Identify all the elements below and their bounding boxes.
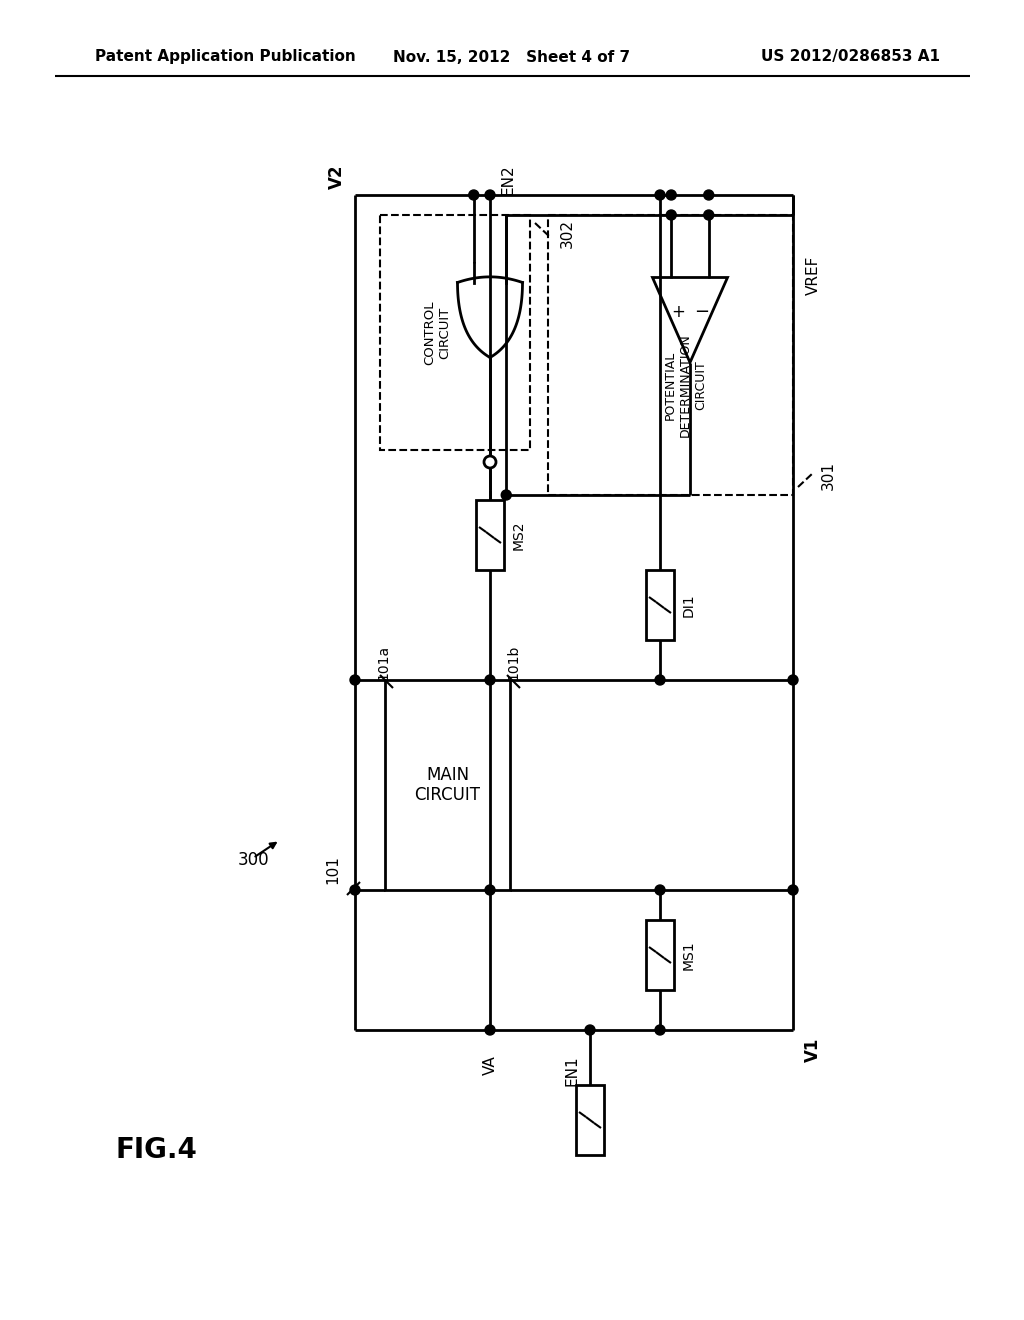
- Text: MS2: MS2: [512, 520, 526, 549]
- Text: +: +: [671, 304, 685, 321]
- Circle shape: [655, 884, 665, 895]
- Text: 301: 301: [821, 461, 836, 490]
- Text: −: −: [694, 304, 710, 321]
- Circle shape: [655, 1026, 665, 1035]
- Circle shape: [484, 455, 496, 469]
- Text: VA: VA: [482, 1055, 498, 1074]
- Circle shape: [485, 884, 495, 895]
- Text: Nov. 15, 2012   Sheet 4 of 7: Nov. 15, 2012 Sheet 4 of 7: [393, 49, 631, 65]
- Circle shape: [667, 210, 676, 220]
- Circle shape: [703, 190, 714, 201]
- Bar: [575, 1085, 604, 1155]
- Circle shape: [667, 190, 676, 201]
- Circle shape: [485, 1026, 495, 1035]
- Circle shape: [788, 675, 798, 685]
- Text: EN1: EN1: [564, 1055, 580, 1085]
- Text: MAIN
CIRCUIT: MAIN CIRCUIT: [415, 766, 480, 804]
- Circle shape: [485, 190, 495, 201]
- Circle shape: [485, 675, 495, 685]
- Text: 101b: 101b: [506, 644, 520, 680]
- Text: EN2: EN2: [501, 165, 515, 195]
- Bar: [476, 500, 504, 570]
- Circle shape: [585, 1026, 595, 1035]
- Text: 101: 101: [325, 855, 340, 884]
- Text: DI1: DI1: [682, 593, 696, 616]
- Text: US 2012/0286853 A1: US 2012/0286853 A1: [761, 49, 940, 65]
- Text: Patent Application Publication: Patent Application Publication: [95, 49, 355, 65]
- Circle shape: [502, 490, 511, 500]
- Bar: [380, 215, 530, 450]
- Text: MS1: MS1: [682, 940, 696, 970]
- Text: 302: 302: [560, 219, 575, 248]
- Bar: [548, 215, 793, 495]
- Circle shape: [788, 884, 798, 895]
- Bar: [385, 680, 510, 890]
- Circle shape: [350, 884, 360, 895]
- Text: FIG.4: FIG.4: [115, 1137, 197, 1164]
- Text: 300: 300: [238, 851, 269, 869]
- Circle shape: [655, 190, 665, 201]
- Circle shape: [655, 675, 665, 685]
- Circle shape: [350, 675, 360, 685]
- Bar: [646, 920, 674, 990]
- Circle shape: [469, 190, 479, 201]
- Text: 101a: 101a: [376, 644, 390, 680]
- Text: CONTROL
CIRCUIT: CONTROL CIRCUIT: [423, 300, 451, 364]
- Text: VREF: VREF: [806, 255, 820, 294]
- Text: V2: V2: [328, 165, 346, 189]
- Bar: [646, 570, 674, 640]
- Text: V1: V1: [804, 1038, 822, 1063]
- Circle shape: [703, 210, 714, 220]
- Text: POTENTIAL
DETERMINATION
CIRCUIT: POTENTIAL DETERMINATION CIRCUIT: [664, 333, 707, 437]
